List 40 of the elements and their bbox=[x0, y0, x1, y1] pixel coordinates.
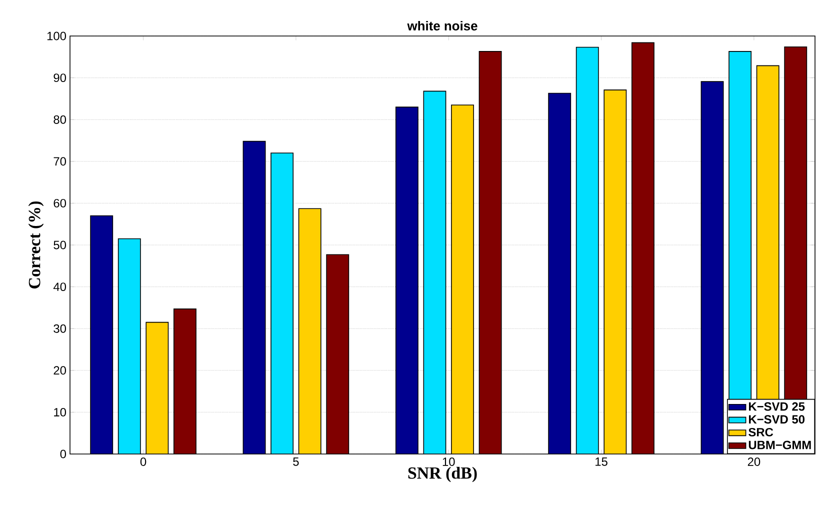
bar bbox=[90, 215, 114, 454]
legend-label: K−SVD 25 bbox=[748, 402, 805, 411]
legend-label: SRC bbox=[748, 428, 774, 436]
bar bbox=[604, 90, 627, 454]
bar bbox=[298, 208, 322, 454]
y-tick-label: 0 bbox=[60, 450, 66, 458]
bar bbox=[242, 140, 266, 454]
bar bbox=[631, 42, 654, 454]
bar bbox=[451, 104, 474, 454]
bar bbox=[270, 152, 294, 454]
legend-label: UBM−GMM bbox=[748, 440, 811, 450]
y-tick-label: 80 bbox=[54, 115, 66, 124]
bar bbox=[118, 238, 141, 454]
x-tick-label: 5 bbox=[293, 458, 299, 466]
y-tick-label: 40 bbox=[53, 282, 66, 292]
x-axis-title: SNR (dB) bbox=[408, 466, 477, 482]
bar bbox=[423, 90, 446, 454]
x-tick-label: 10 bbox=[442, 458, 455, 466]
y-axis-title: Correct (%) bbox=[28, 201, 44, 288]
bar bbox=[548, 92, 572, 454]
y-tick-label: 20 bbox=[54, 366, 66, 375]
bar bbox=[395, 106, 418, 454]
y-tick-label: 100 bbox=[47, 32, 66, 40]
chart-title: white noise bbox=[407, 20, 478, 30]
bar bbox=[478, 51, 502, 454]
y-tick-label: 50 bbox=[54, 240, 66, 250]
x-tick-label: 15 bbox=[596, 458, 608, 466]
bar bbox=[700, 81, 724, 454]
y-tick-label: 10 bbox=[54, 408, 66, 416]
x-tick-label: 20 bbox=[748, 458, 760, 466]
bar bbox=[326, 254, 350, 454]
legend-label: K−SVD 50 bbox=[748, 415, 805, 424]
y-tick-label: 30 bbox=[54, 324, 66, 333]
bar bbox=[576, 46, 599, 454]
y-tick-label: 60 bbox=[54, 198, 66, 208]
bar bbox=[146, 322, 169, 454]
y-tick-label: 70 bbox=[54, 157, 66, 166]
bar bbox=[173, 308, 196, 454]
x-tick-label: 0 bbox=[140, 458, 146, 466]
y-tick-label: 90 bbox=[54, 74, 66, 82]
